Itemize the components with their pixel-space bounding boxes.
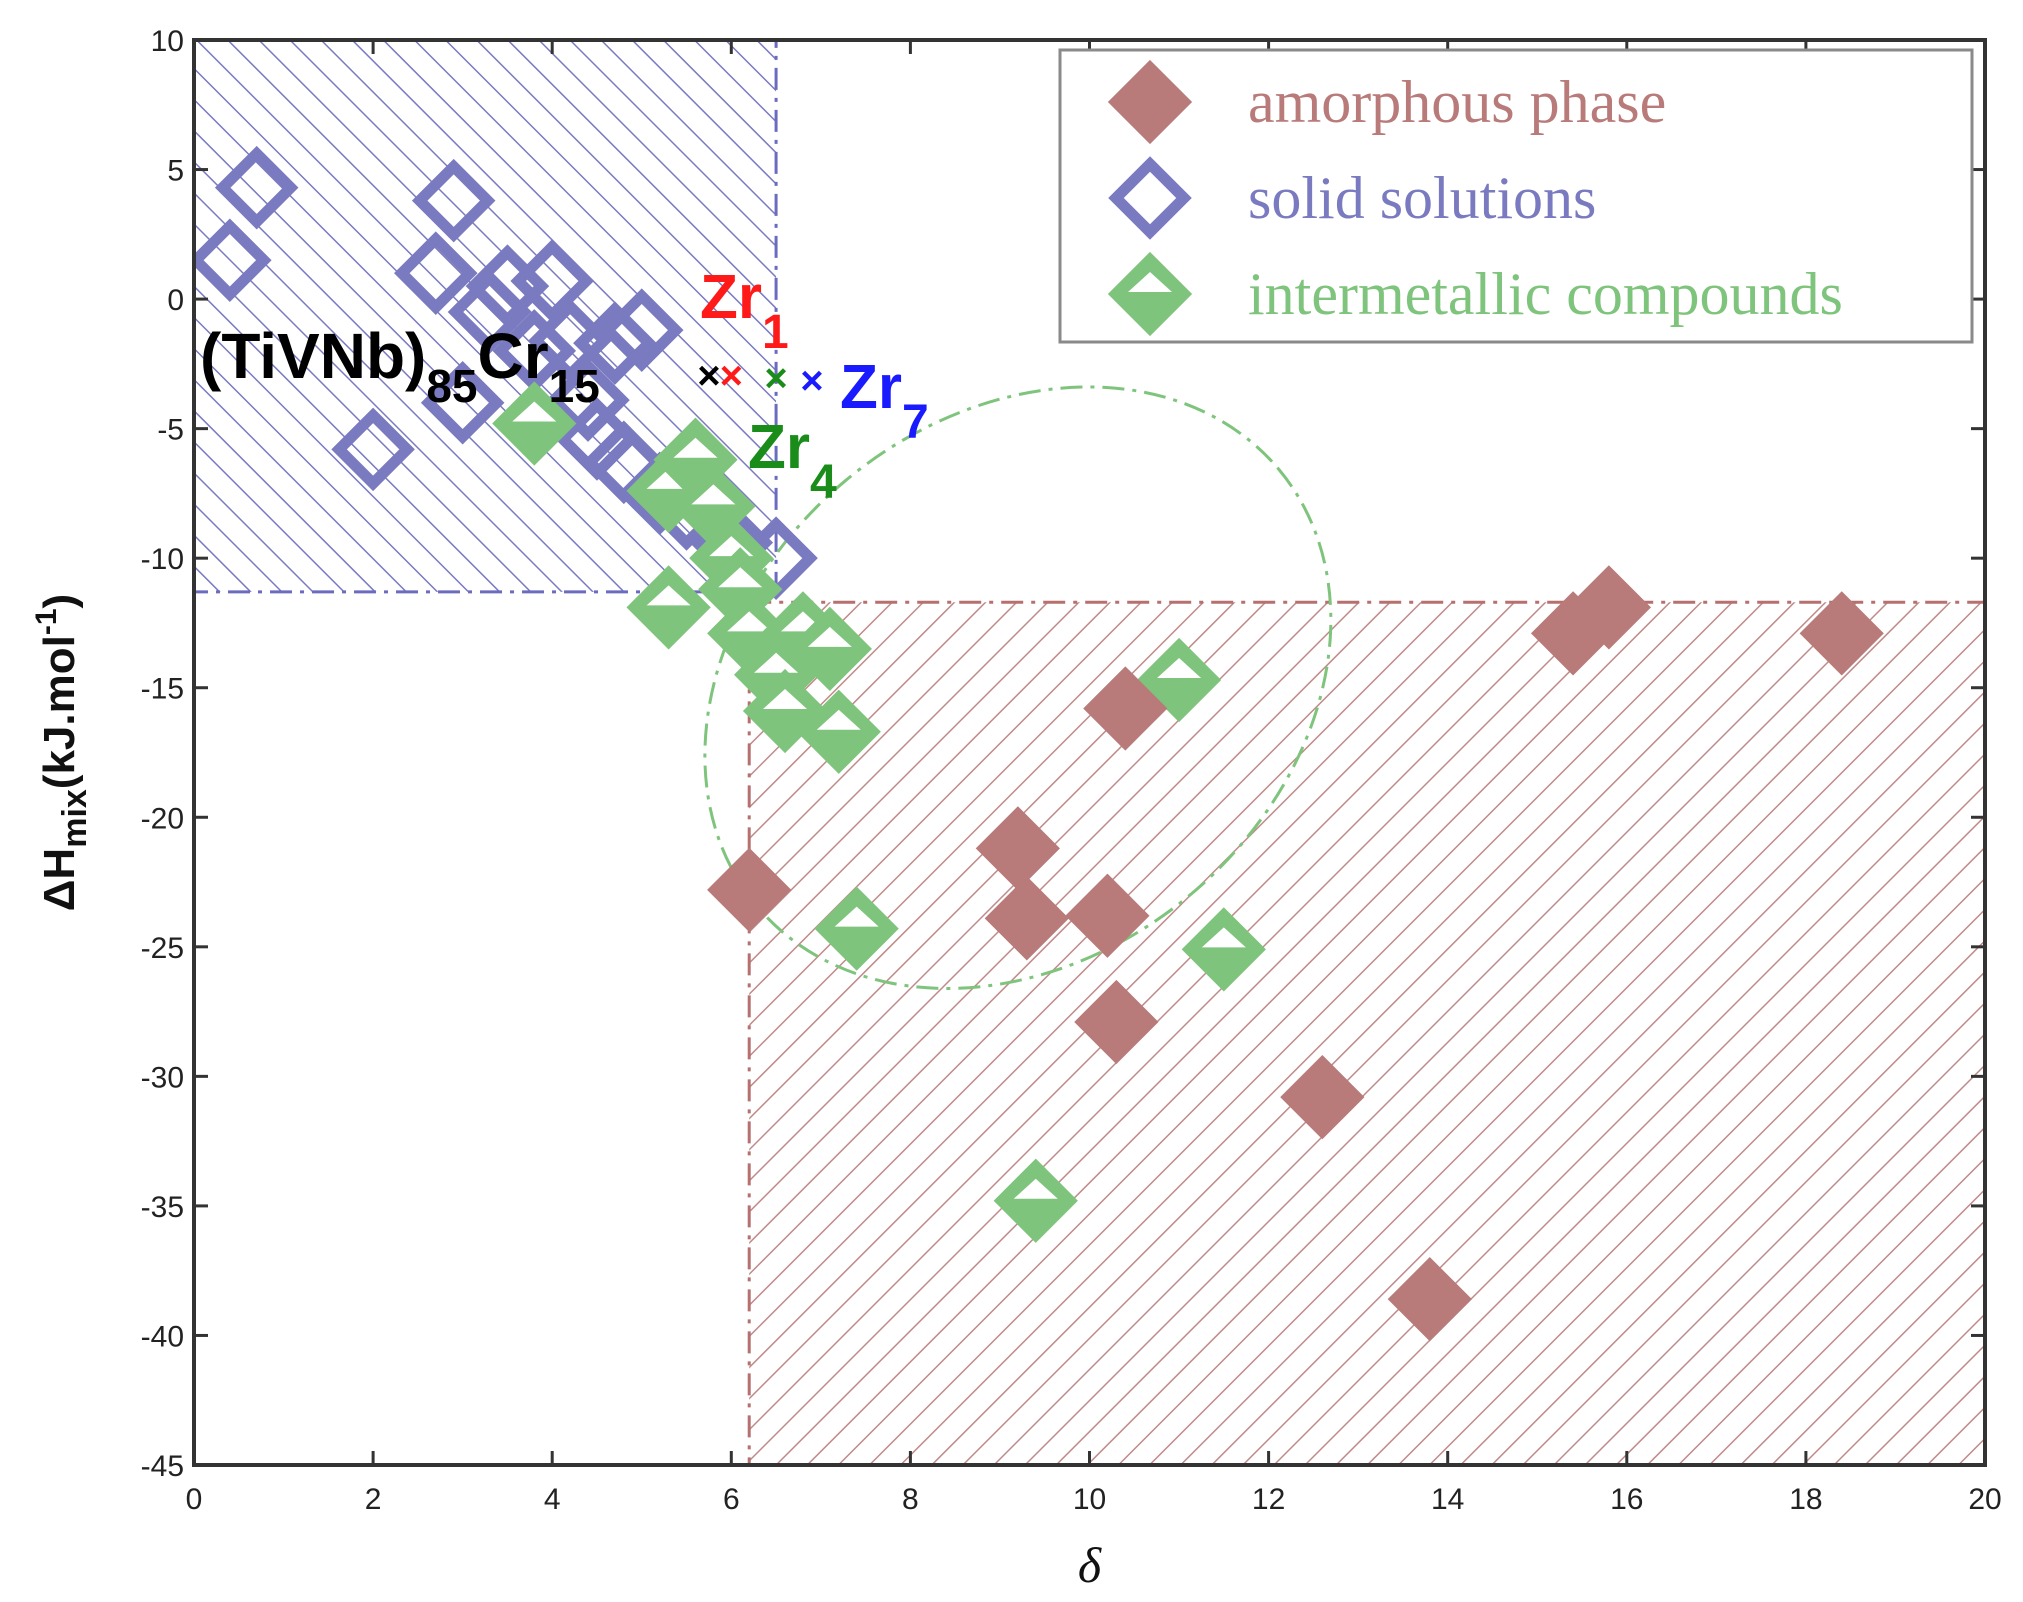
amorphous-phase-point <box>984 876 1069 961</box>
legend-label: solid solutions <box>1248 165 1596 231</box>
y-axis-label-close: ) <box>35 594 84 609</box>
annotation-zr-1: Zr1 <box>700 263 789 359</box>
x-axis-label: δ <box>1078 1537 1102 1593</box>
x-tick-label: 2 <box>365 1483 382 1516</box>
intermetallic-compounds-point <box>993 1158 1078 1243</box>
y-tick-label: -35 <box>141 1191 184 1224</box>
y-axis-label-sub: mix <box>56 789 94 848</box>
intermetallic-compounds-point <box>796 689 881 774</box>
solid-solutions-point <box>331 407 415 492</box>
amorphous-phase-point <box>1074 979 1159 1065</box>
x-tick-label: 14 <box>1431 1483 1464 1516</box>
amorphous-phase-point <box>1065 873 1150 958</box>
x-tick-label: 10 <box>1073 1483 1106 1516</box>
amorphous-phase-point <box>707 847 792 932</box>
y-tick-label: 0 <box>167 284 184 317</box>
solid-solutions-point <box>599 288 684 372</box>
y-axis-label-sup: -1 <box>30 608 63 635</box>
y-tick-label: -20 <box>141 802 184 835</box>
solid-solutions-point <box>420 360 505 445</box>
intermetallic-ellipse <box>703 385 1333 990</box>
intermetallic-compounds-point <box>1136 637 1222 723</box>
x-tick-label: 8 <box>902 1483 919 1516</box>
annotation-base-alloy: (TiVNb)85Cr15 <box>200 320 600 412</box>
y-tick-label: -5 <box>157 414 184 447</box>
annotation-cross: × <box>720 354 743 398</box>
legend-box <box>1058 48 1974 344</box>
x-tick-label: 20 <box>1968 1483 2001 1516</box>
legend-label: intermetallic compounds <box>1248 261 1843 327</box>
y-tick-label: -45 <box>141 1450 184 1483</box>
legend-marker-intermetallic-compounds <box>1107 251 1193 337</box>
annotation-cross: × <box>697 354 720 398</box>
solid-solutions-point <box>194 218 272 303</box>
solid-solutions-point <box>510 239 594 323</box>
y-tick-label: -25 <box>141 932 184 965</box>
x-tick-label: 0 <box>186 1483 203 1516</box>
y-axis-label: ΔHmix(kJ.mol-1) <box>30 594 94 911</box>
amorphous-phase-point <box>1387 1257 1472 1342</box>
legend-label: amorphous phase <box>1248 69 1666 135</box>
amorphous-phase-point <box>1799 591 1884 676</box>
amorphous-phase-point <box>1566 565 1652 650</box>
solid-solutions-point <box>447 270 532 354</box>
amorphous-phase-point <box>1083 666 1168 751</box>
solid-solutions-point <box>214 145 299 230</box>
legend-marker-amorphous-phase <box>1107 59 1193 145</box>
x-tick-label: 18 <box>1789 1483 1822 1516</box>
x-tick-label: 4 <box>544 1483 561 1516</box>
solid-solutions-point <box>394 231 478 315</box>
y-tick-label: 10 <box>151 25 184 58</box>
solid-solutions-point <box>573 301 657 385</box>
y-tick-label: -10 <box>141 543 184 576</box>
solid-solutions-point <box>411 158 496 243</box>
x-tick-label: 16 <box>1610 1483 1643 1516</box>
legend: amorphous phase solid solutions intermetal… <box>1058 48 1974 344</box>
intermetallic-compounds-point <box>1181 907 1266 992</box>
annotation-zr-4: Zr4 <box>748 413 837 509</box>
intermetallic-compounds-point <box>492 381 577 466</box>
y-tick-label: -15 <box>141 673 184 706</box>
x-tick-label: 6 <box>723 1483 740 1516</box>
intermetallic-compounds-point <box>787 606 872 691</box>
x-tick-label: 12 <box>1252 1483 1285 1516</box>
annotation-cross: × <box>800 359 823 403</box>
legend-marker-solid-solutions <box>1108 156 1192 240</box>
y-tick-label: -30 <box>141 1061 184 1094</box>
y-tick-label: 5 <box>167 155 184 188</box>
y-axis-label-unit: (kJ.mol <box>35 635 84 789</box>
solid-solutions-point <box>546 358 630 442</box>
y-axis-label-base: ΔH <box>35 848 84 911</box>
annotation-zr-7: Zr7 <box>840 353 929 449</box>
annotation-cross: × <box>764 356 787 400</box>
y-tick-label: -40 <box>141 1320 184 1353</box>
amorphous-region <box>747 600 1985 1465</box>
amorphous-phase-point <box>1280 1054 1365 1140</box>
intermetallic-compounds-point <box>814 886 899 971</box>
intermetallic-compounds-point <box>626 565 711 650</box>
